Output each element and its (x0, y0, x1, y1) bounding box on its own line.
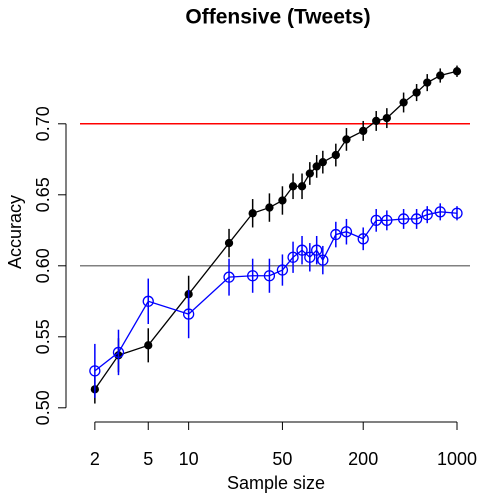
y-tick-label: 0.55 (33, 319, 53, 354)
data-point (182, 308, 195, 320)
data-point (305, 169, 314, 178)
data-point (382, 113, 391, 123)
data-point (381, 214, 393, 227)
data-point (423, 78, 432, 87)
data-point (142, 295, 154, 307)
data-point (144, 341, 153, 350)
data-point (434, 206, 446, 218)
data-point (287, 251, 299, 263)
data-point (318, 157, 327, 167)
data-point (223, 271, 235, 283)
data-point (330, 228, 342, 241)
x-tick-label: 10 (179, 449, 199, 469)
y-tick-label: 0.50 (33, 390, 53, 425)
data-point (451, 207, 463, 219)
y-tick-label: 0.60 (33, 248, 53, 283)
x-tick-label: 5 (143, 449, 153, 469)
data-point (89, 365, 101, 377)
data-point (410, 213, 423, 225)
data-point (436, 71, 445, 80)
data-point (340, 226, 353, 238)
data-point (399, 98, 408, 107)
data-point (304, 251, 316, 263)
data-point (452, 67, 462, 76)
chart-title: Offensive (Tweets) (185, 6, 370, 29)
data-point (296, 244, 308, 256)
data-point (224, 238, 234, 248)
x-axis-label: Sample size (227, 473, 325, 493)
data-point (263, 270, 276, 282)
x-tick-label: 1000 (437, 449, 477, 469)
x-tick-label: 2 (90, 449, 100, 469)
data-point (397, 213, 410, 225)
y-axis-label: Accuracy (5, 195, 25, 269)
y-tick-label: 0.70 (33, 106, 53, 141)
y-tick-label: 0.65 (33, 177, 53, 212)
data-point (372, 116, 381, 126)
data-point (265, 203, 274, 212)
data-point (278, 196, 287, 205)
data-point (288, 182, 298, 191)
data-point (248, 209, 257, 218)
data-point (359, 126, 368, 136)
data-point (276, 264, 289, 276)
data-point (297, 182, 307, 191)
data-point (342, 135, 351, 144)
data-point (412, 88, 421, 97)
data-point (331, 150, 340, 160)
data-point (317, 254, 329, 266)
data-point (247, 270, 259, 282)
data-point (112, 346, 125, 359)
x-tick-label: 200 (348, 449, 378, 469)
data-point (311, 244, 323, 256)
data-point (421, 209, 433, 221)
data-point (357, 233, 369, 245)
x-tick-label: 50 (272, 449, 292, 469)
data-point (312, 162, 321, 171)
